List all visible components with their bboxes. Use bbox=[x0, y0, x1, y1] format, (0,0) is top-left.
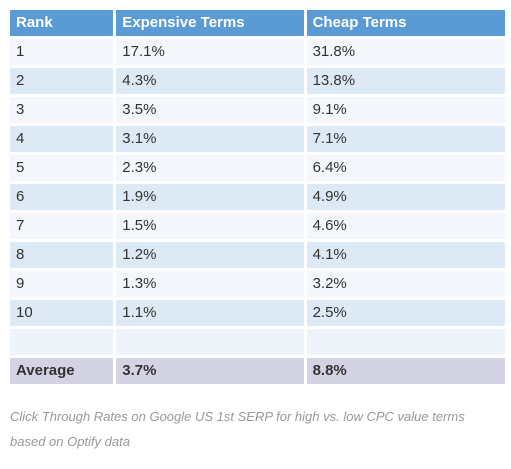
header-cheap-terms: Cheap Terms bbox=[306, 10, 505, 36]
cheap-cell: 4.9% bbox=[306, 184, 505, 210]
expensive-cell: 3.1% bbox=[116, 126, 304, 152]
table-row: 5 2.3% 6.4% bbox=[10, 155, 505, 181]
table-row: 8 1.2% 4.1% bbox=[10, 242, 505, 268]
rank-cell: 8 bbox=[10, 242, 114, 268]
table-header-row: Rank Expensive Terms Cheap Terms bbox=[10, 10, 505, 36]
expensive-cell: 1.9% bbox=[116, 184, 304, 210]
cheap-cell: 4.1% bbox=[306, 242, 505, 268]
rank-cell: 9 bbox=[10, 271, 114, 297]
rank-cell: 3 bbox=[10, 97, 114, 123]
rank-cell: 10 bbox=[10, 300, 114, 326]
spacer-cell bbox=[10, 329, 114, 355]
expensive-cell: 1.5% bbox=[116, 213, 304, 239]
table-row: 7 1.5% 4.6% bbox=[10, 213, 505, 239]
average-label-cell: Average bbox=[10, 358, 114, 384]
table-row: 3 3.5% 9.1% bbox=[10, 97, 505, 123]
cheap-cell: 4.6% bbox=[306, 213, 505, 239]
expensive-cell: 2.3% bbox=[116, 155, 304, 181]
average-cheap-cell: 8.8% bbox=[306, 358, 505, 384]
spacer-cell bbox=[306, 329, 505, 355]
ctr-table: Rank Expensive Terms Cheap Terms 1 17.1%… bbox=[7, 7, 508, 387]
cheap-cell: 3.2% bbox=[306, 271, 505, 297]
cheap-cell: 6.4% bbox=[306, 155, 505, 181]
cheap-cell: 7.1% bbox=[306, 126, 505, 152]
expensive-cell: 1.2% bbox=[116, 242, 304, 268]
cheap-cell: 2.5% bbox=[306, 300, 505, 326]
table-row: 1 17.1% 31.8% bbox=[10, 39, 505, 65]
header-expensive-terms: Expensive Terms bbox=[116, 10, 304, 36]
average-expensive-cell: 3.7% bbox=[116, 358, 304, 384]
rank-cell: 7 bbox=[10, 213, 114, 239]
rank-cell: 2 bbox=[10, 68, 114, 94]
cheap-cell: 31.8% bbox=[306, 39, 505, 65]
spacer-cell bbox=[116, 329, 304, 355]
expensive-cell: 4.3% bbox=[116, 68, 304, 94]
expensive-cell: 17.1% bbox=[116, 39, 304, 65]
table-row-spacer bbox=[10, 329, 505, 355]
table-row: 2 4.3% 13.8% bbox=[10, 68, 505, 94]
table-row: 10 1.1% 2.5% bbox=[10, 300, 505, 326]
expensive-cell: 3.5% bbox=[116, 97, 304, 123]
rank-cell: 1 bbox=[10, 39, 114, 65]
table-row: 6 1.9% 4.9% bbox=[10, 184, 505, 210]
rank-cell: 5 bbox=[10, 155, 114, 181]
cheap-cell: 9.1% bbox=[306, 97, 505, 123]
rank-cell: 6 bbox=[10, 184, 114, 210]
cheap-cell: 13.8% bbox=[306, 68, 505, 94]
rank-cell: 4 bbox=[10, 126, 114, 152]
expensive-cell: 1.1% bbox=[116, 300, 304, 326]
table-row: 4 3.1% 7.1% bbox=[10, 126, 505, 152]
table-row-average: Average 3.7% 8.8% bbox=[10, 358, 505, 384]
expensive-cell: 1.3% bbox=[116, 271, 304, 297]
table-caption: Click Through Rates on Google US 1st SER… bbox=[10, 409, 465, 449]
table-row: 9 1.3% 3.2% bbox=[10, 271, 505, 297]
header-rank: Rank bbox=[10, 10, 114, 36]
